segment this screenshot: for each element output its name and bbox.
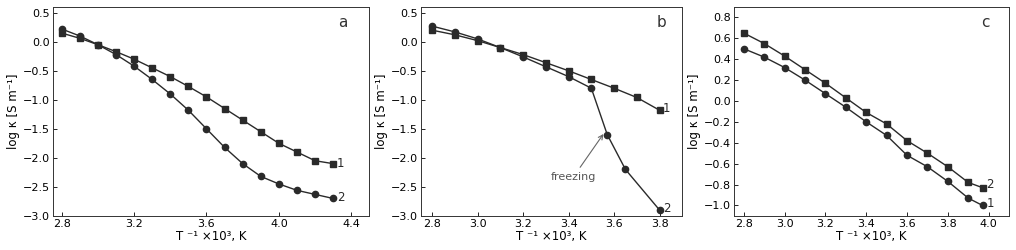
Text: 2: 2 — [337, 191, 344, 204]
Text: 1: 1 — [987, 197, 994, 210]
Y-axis label: log κ [S m⁻¹]: log κ [S m⁻¹] — [7, 74, 20, 149]
Text: freezing: freezing — [551, 135, 602, 182]
Text: b: b — [656, 15, 665, 30]
X-axis label: T ⁻¹ ×10³, K: T ⁻¹ ×10³, K — [836, 230, 906, 243]
Text: 2: 2 — [663, 202, 671, 215]
Y-axis label: log κ [S m⁻¹]: log κ [S m⁻¹] — [375, 74, 388, 149]
Text: 1: 1 — [663, 102, 671, 115]
Text: c: c — [981, 15, 990, 30]
Y-axis label: log κ [S m⁻¹]: log κ [S m⁻¹] — [688, 74, 701, 149]
X-axis label: T ⁻¹ ×10³, K: T ⁻¹ ×10³, K — [176, 230, 246, 243]
Text: a: a — [337, 15, 347, 30]
Text: 2: 2 — [987, 178, 994, 191]
Text: 1: 1 — [337, 157, 344, 170]
X-axis label: T ⁻¹ ×10³, K: T ⁻¹ ×10³, K — [516, 230, 587, 243]
